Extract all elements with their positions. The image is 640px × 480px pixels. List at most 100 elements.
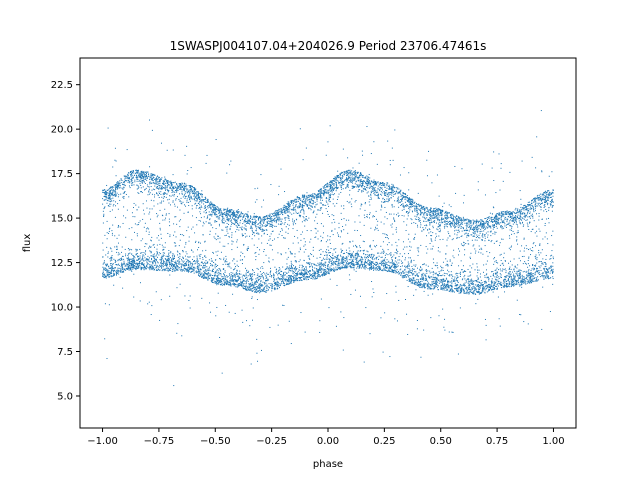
data-point [311, 277, 313, 279]
data-point [181, 269, 183, 271]
data-point [502, 213, 504, 215]
data-point [523, 321, 525, 323]
data-point [387, 249, 389, 251]
data-point [267, 223, 269, 224]
data-point [337, 186, 339, 188]
data-point [309, 201, 311, 203]
data-point [370, 194, 372, 196]
data-point [237, 222, 239, 224]
data-point [465, 292, 467, 294]
data-point [375, 267, 377, 269]
data-point [137, 255, 139, 257]
data-point [280, 218, 282, 220]
data-point [315, 268, 317, 270]
data-point [213, 252, 214, 254]
data-point [366, 192, 368, 194]
data-point [446, 226, 448, 228]
data-point [443, 284, 445, 286]
data-point [106, 184, 108, 186]
data-point [189, 198, 191, 200]
data-point [400, 193, 402, 195]
data-point [483, 234, 485, 236]
data-point [361, 150, 363, 152]
data-point [306, 196, 308, 198]
data-point [118, 264, 120, 266]
data-point [279, 287, 281, 289]
data-point [395, 271, 397, 273]
data-point [178, 263, 180, 265]
data-point [492, 286, 494, 288]
data-point [214, 213, 216, 215]
data-point [312, 267, 314, 269]
data-point [208, 222, 210, 224]
data-point [375, 265, 377, 267]
data-point [109, 247, 111, 249]
data-point [138, 262, 140, 264]
data-point [288, 281, 290, 283]
data-point [505, 286, 507, 288]
data-point [521, 160, 523, 162]
data-point [193, 190, 195, 192]
data-point [280, 274, 282, 276]
data-point [491, 220, 493, 222]
data-point [360, 235, 362, 237]
data-point [415, 206, 417, 208]
data-point [364, 257, 366, 259]
data-point [536, 259, 538, 261]
data-point [115, 160, 117, 162]
data-point [417, 276, 419, 278]
data-point [104, 192, 106, 194]
data-point [273, 212, 275, 214]
data-point [445, 210, 447, 212]
data-point [398, 188, 400, 190]
data-point [231, 221, 233, 223]
data-point [132, 216, 134, 218]
data-point [354, 174, 356, 176]
data-point [496, 276, 498, 278]
data-point [466, 293, 468, 295]
data-point [447, 221, 449, 223]
data-point [376, 256, 378, 258]
data-point [516, 267, 518, 269]
chart-title: 1SWASPJ004107.04+204026.9 Period 23706.4… [170, 39, 487, 53]
data-point [445, 289, 447, 291]
data-point [508, 211, 510, 213]
data-point [111, 267, 113, 269]
data-point [458, 229, 460, 231]
data-point [361, 186, 363, 188]
data-point [104, 303, 106, 305]
data-point [305, 273, 307, 275]
data-point [378, 266, 380, 268]
data-point [523, 255, 525, 257]
data-point [411, 282, 413, 284]
data-point [451, 239, 453, 241]
data-point [211, 275, 213, 276]
data-point [199, 196, 201, 198]
data-point [177, 189, 179, 191]
data-point [133, 265, 135, 267]
data-point [164, 258, 166, 260]
data-point [303, 205, 305, 207]
data-point [434, 276, 436, 278]
data-point [236, 212, 238, 214]
data-point [166, 149, 168, 151]
data-point [333, 270, 335, 272]
data-point [397, 200, 399, 202]
data-point [181, 263, 183, 265]
data-point [148, 213, 150, 215]
data-point [187, 226, 189, 228]
data-point [427, 280, 429, 282]
data-point [289, 265, 291, 267]
data-point [329, 187, 331, 189]
data-point [288, 283, 290, 285]
data-point [130, 269, 132, 271]
data-point [474, 225, 476, 227]
data-point [138, 262, 140, 264]
data-point [296, 272, 298, 274]
data-point [264, 216, 266, 218]
data-point [155, 259, 157, 261]
data-point [173, 385, 175, 387]
data-point [260, 276, 262, 278]
data-point [495, 281, 497, 283]
data-point [519, 212, 521, 214]
